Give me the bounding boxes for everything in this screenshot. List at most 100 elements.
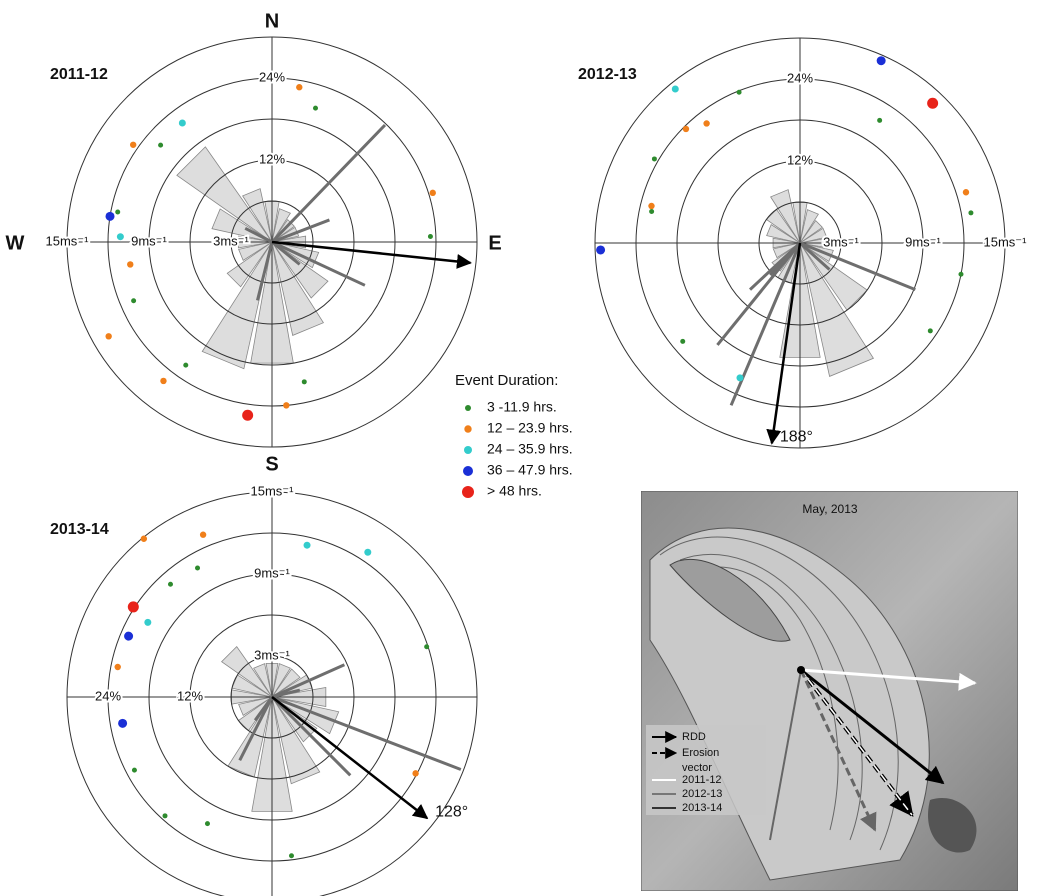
polar-plot: 2011-12 3ms⁻¹ 9ms⁻¹ 15ms⁻¹ 12% 24% [46,37,477,447]
legend-label: > 48 hrs. [487,483,542,499]
event-vector [272,125,385,242]
event-dot [163,813,168,818]
map-legend: 2011-12 [682,774,722,786]
event-dot [127,261,133,267]
event-dot [648,203,654,209]
event-dot [430,190,436,196]
event-dot [141,536,147,542]
event-dot [200,532,206,538]
event-dot [302,379,307,384]
speed-label: 15ms⁻¹ [251,483,295,498]
event-dot [313,106,318,111]
legend-marker [465,405,471,411]
event-dot [205,821,210,826]
freq-label: 12% [177,688,203,703]
event-dot [877,118,882,123]
event-dot [958,272,963,277]
polar-plot: 2013-14 128° 3ms⁻¹ 9ms⁻¹ 15ms⁻¹ 12% 24% [50,483,477,896]
map-legend: 2012-13 [682,788,722,800]
event-dot [963,189,969,195]
event-dot [928,328,933,333]
speed-label: 3ms⁻¹ [823,234,859,249]
event-dot [130,142,136,148]
figure: May, 2013 RDD Erosion vector 2011-12 201… [0,0,1042,896]
event-dot [124,632,133,641]
event-dot [195,565,200,570]
event-dot [304,542,311,549]
event-dot [927,98,938,109]
event-dot [115,664,121,670]
event-dot [183,363,188,368]
freq-label: 24% [259,69,285,84]
compass-e: E [488,232,501,254]
legend-title: Event Duration: [455,372,558,389]
event-dot [737,90,742,95]
event-dot [296,84,302,90]
event-dot [703,120,709,126]
speed-label: 9ms⁻¹ [131,233,167,248]
event-dot [242,410,253,421]
event-dot [683,126,689,132]
polar-plot: 2012-13 188° 3ms⁻¹ 9ms⁻¹ 15ms⁻¹ 12% 24% [578,38,1027,448]
event-dot [364,549,371,556]
event-dot [131,298,136,303]
speed-label: 15ms⁻¹ [46,233,90,248]
speed-label: 15ms⁻¹ [984,234,1028,249]
freq-label: 12% [259,151,285,166]
event-dot [144,619,151,626]
map-legend: vector [682,762,712,774]
map-legend: RDD [682,731,706,743]
plot-title: 2012-13 [578,66,637,83]
event-dot [680,339,685,344]
legend-marker [464,425,471,432]
event-dot [877,56,886,65]
speed-label: 9ms⁻¹ [254,565,290,580]
compass-s: S [265,453,278,475]
event-dot [128,601,139,612]
event-dot [736,374,743,381]
resultant-label: 188° [780,429,813,446]
event-dot [412,770,418,776]
event-dot [968,210,973,215]
compass-w: W [6,232,25,254]
freq-label: 24% [787,70,813,85]
map: May, 2013 RDD Erosion vector 2011-12 201… [641,491,1018,891]
legend-marker [463,466,473,476]
event-dot [649,209,654,214]
map-legend: Erosion [682,747,719,759]
map-legend: 2013-14 [682,802,722,814]
event-dot [672,85,679,92]
compass-n: N [265,10,279,32]
event-dot [115,210,120,215]
legend-label: 3 -11.9 hrs. [487,399,557,415]
event-dot [179,120,186,127]
resultant-label: 128° [435,803,468,820]
event-dot [106,212,115,221]
event-dot [424,644,429,649]
event-dot [283,402,289,408]
event-dot [652,156,657,161]
event-dot [428,234,433,239]
legend-label: 36 – 47.9 hrs. [487,462,573,478]
legend-label: 12 – 23.9 hrs. [487,420,573,436]
event-dot [117,233,124,240]
event-dot [158,143,163,148]
event-dot [132,768,137,773]
event-dot [168,582,173,587]
event-dot [596,245,605,254]
legend-label: 24 – 35.9 hrs. [487,441,573,457]
speed-label: 3ms⁻¹ [213,233,249,248]
event-dot [105,333,111,339]
event-dot [289,853,294,858]
plot-title: 2011-12 [50,66,108,83]
legend-marker [464,446,472,454]
event-dot [118,719,127,728]
map-title: May, 2013 [802,502,857,516]
speed-label: 9ms⁻¹ [905,234,941,249]
plot-title: 2013-14 [50,521,109,538]
event-dot [160,378,166,384]
speed-label: 3ms⁻¹ [254,647,290,662]
freq-label: 24% [95,688,121,703]
freq-label: 12% [787,152,813,167]
legend-marker [462,486,474,498]
